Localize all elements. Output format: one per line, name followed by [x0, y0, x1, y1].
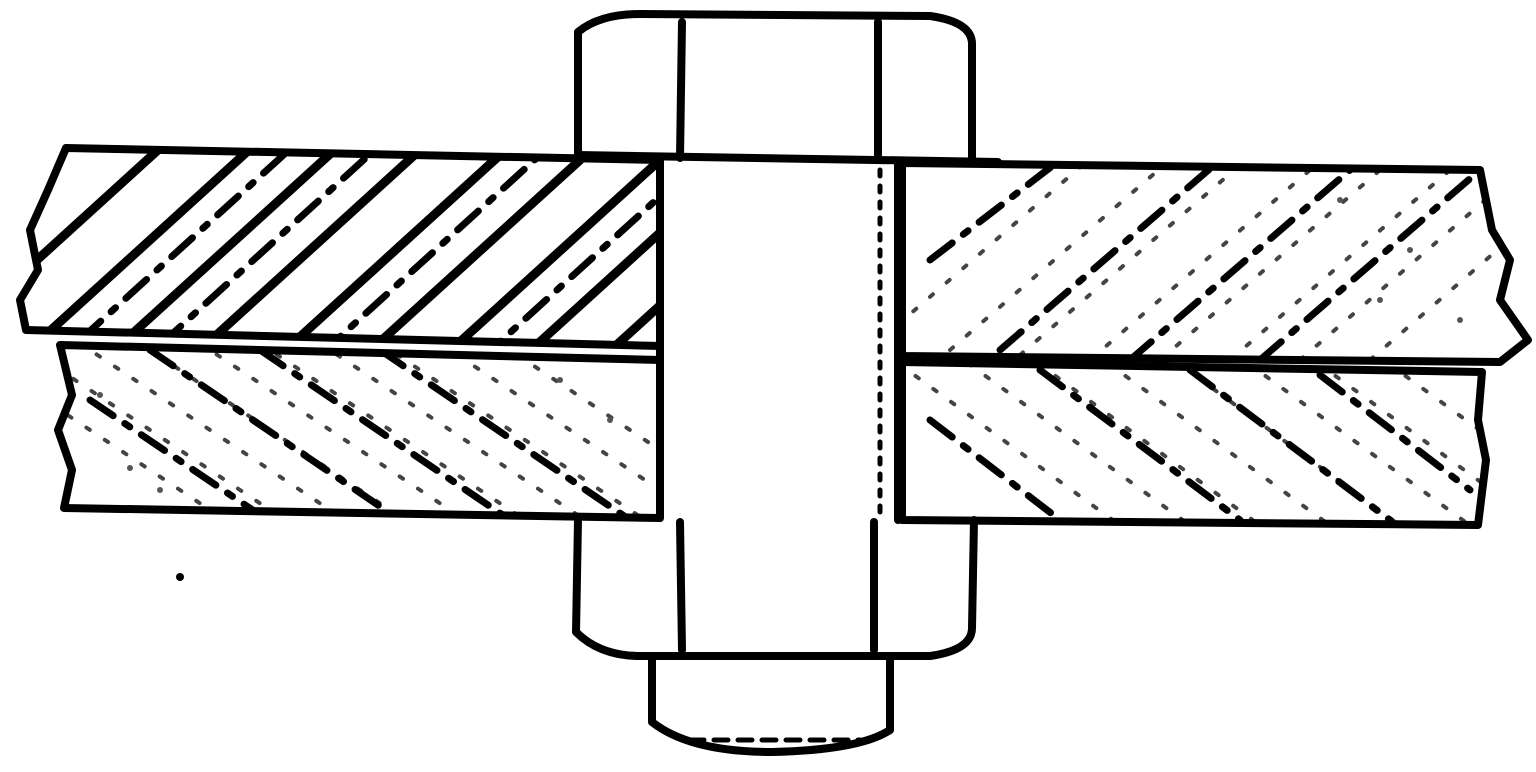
nut-flat-left [676, 518, 686, 654]
grain-upper-right [902, 163, 1528, 362]
hatch-lower-right [926, 366, 1474, 524]
bolt-end [648, 652, 894, 756]
bolt-head-base [574, 151, 1002, 166]
grain-lower-right [902, 362, 1486, 525]
hatch-upper-right [926, 163, 1484, 362]
plate-upper-left [16, 144, 664, 350]
bolt-head-outline [574, 10, 976, 164]
outline-lower-right [898, 358, 1490, 529]
bolt-end-outline [648, 652, 894, 756]
stray-mark [176, 573, 184, 581]
bolt-head-flat-left [676, 18, 686, 162]
outline-upper-right [898, 159, 1532, 366]
specks-upper-right [1337, 197, 1463, 323]
plate-lower-right [898, 358, 1490, 529]
bolt-head [574, 10, 1002, 166]
specks-lower-left [97, 377, 613, 493]
plate-lower-left [54, 341, 664, 522]
bolt-shank [656, 156, 902, 524]
hatch-lower-left [86, 346, 634, 518]
hatch-upper-left-inner [76, 148, 660, 346]
nut [572, 516, 978, 660]
hatch-upper-left [20, 148, 660, 346]
nut-outline [572, 516, 978, 660]
plate-upper-right [898, 159, 1532, 366]
